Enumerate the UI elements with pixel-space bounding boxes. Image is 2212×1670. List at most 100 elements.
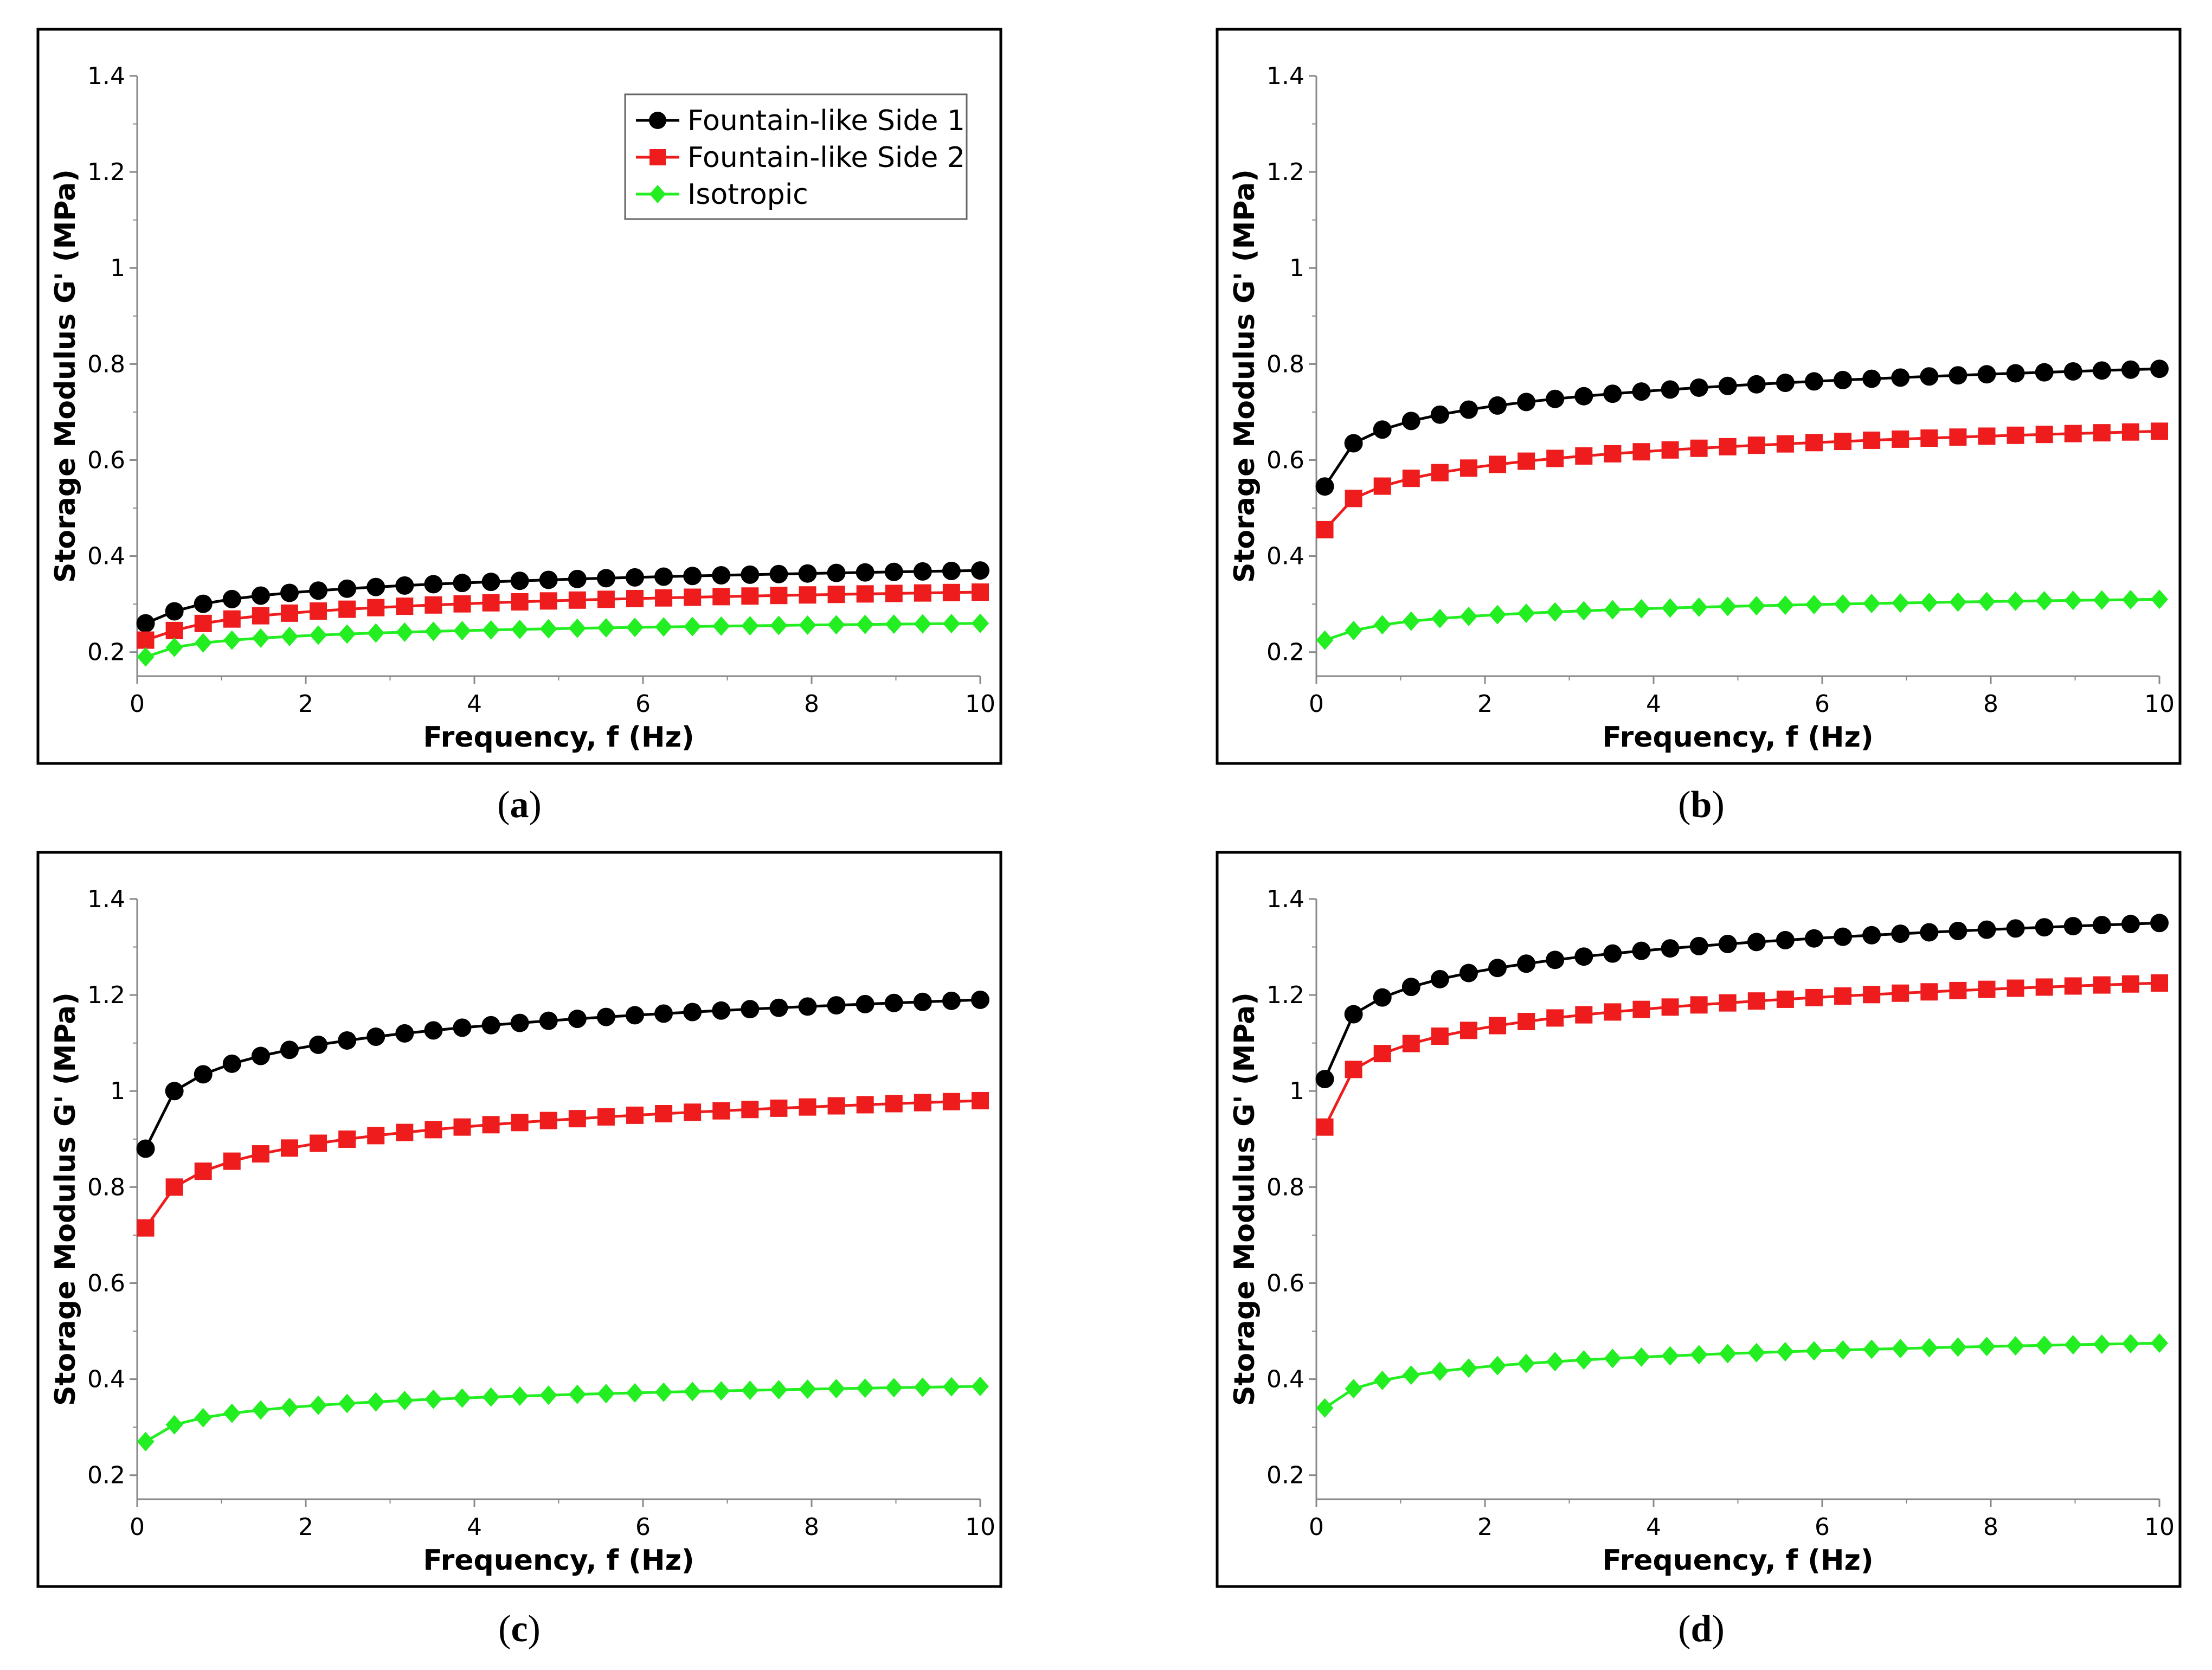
- data-point: [1977, 920, 1996, 939]
- data-point: [626, 618, 644, 638]
- data-point: [165, 621, 183, 639]
- data-point: [252, 1145, 269, 1163]
- data-point: [885, 1095, 903, 1113]
- data-point: [1690, 996, 1708, 1014]
- data-point: [1690, 1345, 1708, 1365]
- data-point: [1805, 595, 1823, 615]
- data-point: [2035, 591, 2053, 611]
- data-point: [856, 563, 874, 582]
- x-tick-label: 4: [467, 690, 482, 718]
- data-point: [165, 602, 184, 621]
- y-tick-label: 1.4: [87, 62, 125, 90]
- data-point: [2151, 974, 2168, 992]
- data-point: [309, 581, 328, 600]
- data-point: [798, 564, 817, 583]
- data-point: [596, 1007, 615, 1026]
- data-point: [1604, 1348, 1622, 1369]
- data-point: [1459, 400, 1478, 419]
- data-point: [1345, 620, 1362, 640]
- data-point: [222, 589, 241, 608]
- legend-marker: [649, 112, 666, 129]
- data-point: [914, 1094, 931, 1112]
- data-point: [1517, 393, 1536, 412]
- x-tick-label: 10: [965, 1513, 995, 1541]
- data-point: [568, 1010, 587, 1029]
- data-point: [1459, 606, 1477, 626]
- data-point: [1977, 365, 1996, 384]
- y-axis-title: Storage Modulus G' (MPa): [49, 169, 82, 583]
- data-point: [1373, 1045, 1391, 1063]
- data-point: [856, 994, 874, 1013]
- data-point: [712, 1001, 731, 1020]
- data-point: [482, 1387, 500, 1407]
- y-tick-label: 0.6: [1266, 1269, 1304, 1297]
- y-tick-label: 0.2: [1266, 1462, 1304, 1489]
- data-point: [1863, 986, 1881, 1004]
- data-point: [770, 615, 788, 635]
- data-point: [799, 1379, 816, 1399]
- data-point: [597, 1108, 615, 1126]
- data-point: [453, 621, 471, 641]
- data-point: [2151, 1333, 2168, 1353]
- y-tick-label: 1.2: [1266, 981, 1304, 1009]
- data-point: [280, 583, 299, 602]
- data-point: [684, 588, 702, 606]
- data-point: [1776, 374, 1795, 393]
- data-point: [2063, 362, 2082, 381]
- data-point: [481, 573, 500, 592]
- data-point: [310, 602, 327, 620]
- data-point: [1546, 389, 1565, 408]
- data-point: [1373, 420, 1392, 439]
- data-point: [885, 584, 903, 602]
- data-point: [2121, 1334, 2139, 1354]
- data-point: [1690, 439, 1708, 457]
- data-point: [223, 1403, 241, 1423]
- data-point: [2121, 915, 2140, 934]
- data-point: [1632, 443, 1650, 461]
- data-point: [424, 1021, 443, 1040]
- data-point: [655, 617, 673, 637]
- data-point: [1719, 596, 1737, 616]
- data-point: [856, 614, 874, 634]
- data-point: [1345, 490, 1362, 508]
- data-point: [1459, 1022, 1477, 1039]
- data-point: [1920, 429, 1938, 447]
- data-point: [1546, 449, 1564, 467]
- data-point: [1575, 601, 1593, 621]
- x-tick-label: 8: [1983, 690, 1998, 718]
- data-point: [1430, 969, 1449, 988]
- data-point: [683, 567, 702, 586]
- data-point: [712, 616, 730, 636]
- data-point: [568, 1110, 586, 1128]
- data-point: [1603, 384, 1622, 403]
- data-point: [310, 1134, 327, 1152]
- data-point: [1488, 396, 1507, 415]
- data-point: [453, 595, 471, 613]
- data-point: [2150, 914, 2169, 933]
- data-point: [1489, 605, 1507, 625]
- data-point: [971, 990, 989, 1009]
- data-point: [1489, 1356, 1507, 1376]
- y-tick-label: 0.6: [1266, 446, 1304, 474]
- data-point: [1316, 1398, 1334, 1418]
- y-tick-label: 1: [110, 1077, 125, 1105]
- data-point: [223, 610, 241, 628]
- data-point: [741, 1000, 760, 1019]
- data-point: [972, 1376, 989, 1396]
- data-point: [770, 1380, 788, 1400]
- data-point: [511, 593, 529, 611]
- data-point: [827, 615, 845, 635]
- x-tick-label: 6: [1815, 1513, 1830, 1541]
- data-point: [1949, 592, 1967, 612]
- legend-label: Isotropic: [687, 178, 808, 211]
- x-tick-label: 4: [1646, 690, 1661, 718]
- data-point: [1574, 387, 1593, 406]
- data-point: [913, 992, 932, 1011]
- data-point: [827, 996, 846, 1015]
- y-tick-label: 1.2: [87, 981, 125, 1009]
- data-point: [1978, 1337, 1996, 1357]
- data-point: [2035, 918, 2054, 937]
- data-point: [1834, 927, 1853, 946]
- x-tick-label: 8: [804, 690, 819, 718]
- caption-c: (c): [498, 1608, 541, 1650]
